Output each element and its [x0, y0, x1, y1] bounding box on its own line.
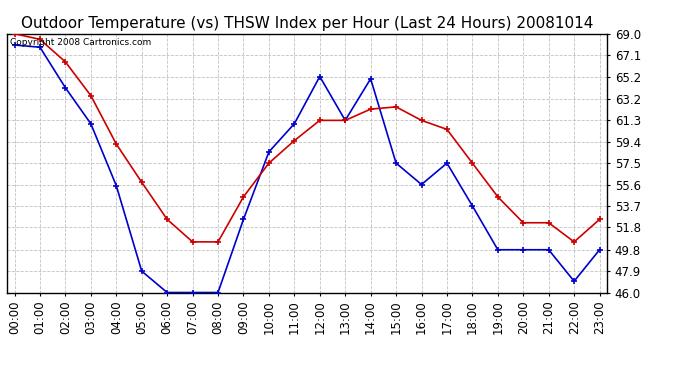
Title: Outdoor Temperature (vs) THSW Index per Hour (Last 24 Hours) 20081014: Outdoor Temperature (vs) THSW Index per … [21, 16, 593, 31]
Text: Copyright 2008 Cartronics.com: Copyright 2008 Cartronics.com [10, 38, 151, 46]
